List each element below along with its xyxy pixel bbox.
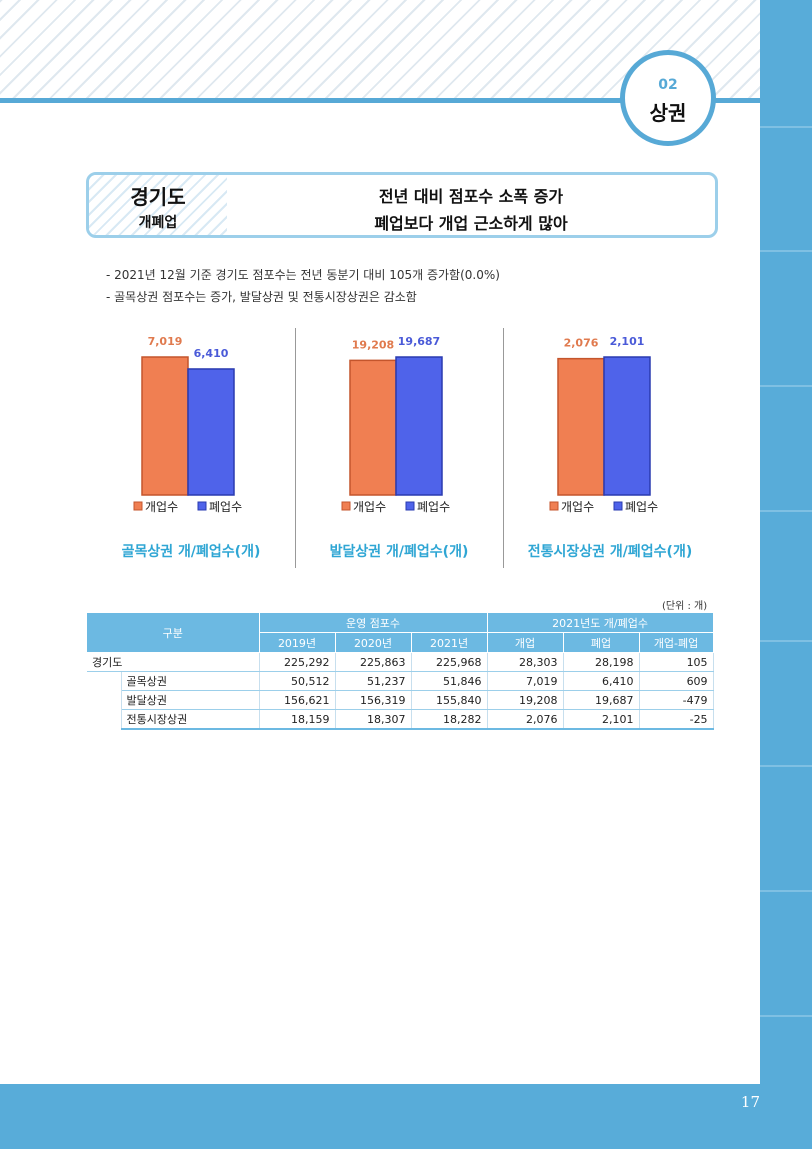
top-divider-line xyxy=(0,98,760,103)
row-label: 골목상권 xyxy=(121,671,260,691)
chart-developed-commercial: 19,208 19,687 개업수 폐업수 xyxy=(318,335,518,535)
legend-label: 폐업수 xyxy=(209,500,242,514)
table-cell: 51,846 xyxy=(411,671,488,691)
chart-divider xyxy=(295,328,296,568)
table-cell: -479 xyxy=(639,690,714,710)
column-header: 개업-폐업 xyxy=(639,632,714,653)
row-indent xyxy=(87,671,122,729)
legend-label: 개업수 xyxy=(145,500,178,514)
bottom-band xyxy=(0,1084,812,1149)
table-cell: 155,840 xyxy=(411,690,488,710)
bar-chart-svg: 2,076 2,101 개업수 폐업수 xyxy=(549,335,658,514)
table-cell: 7,019 xyxy=(487,671,564,691)
legend-label: 개업수 xyxy=(353,500,386,514)
header-summary-panel: 전년 대비 점포수 소폭 증가 폐업보다 개업 근소하게 많아 xyxy=(227,175,715,235)
column-header: 2020년 xyxy=(335,632,412,653)
bar-value-label: 7,019 xyxy=(148,335,183,348)
table-cell: 156,621 xyxy=(259,690,336,710)
table-cell: 51,237 xyxy=(335,671,412,691)
table-row: 경기도 225,292 225,863 225,968 28,303 28,19… xyxy=(87,652,714,672)
chart-title-alley: 골목상권 개/폐업수(개) xyxy=(121,544,261,560)
table-cell: 105 xyxy=(639,652,714,672)
bar-value-label: 19,208 xyxy=(352,338,394,351)
table-row: 골목상권 50,512 51,237 51,846 7,019 6,410 60… xyxy=(87,671,714,729)
row-label: 발달상권 xyxy=(121,690,260,710)
column-header: 폐업 xyxy=(563,632,640,653)
row-label: 경기도 xyxy=(87,652,260,672)
chart-title-traditional: 전통시장상권 개/폐업수(개) xyxy=(527,544,693,560)
table-cell: 225,968 xyxy=(411,652,488,672)
bar-chart-svg: 19,208 19,687 개업수 폐업수 xyxy=(341,335,450,514)
header-subtitle: 개폐업 xyxy=(138,215,178,231)
table-cell: 609 xyxy=(639,671,714,691)
column-header: 2019년 xyxy=(259,632,336,653)
header-summary-line-1: 전년 대비 점포수 소폭 증가 xyxy=(378,187,564,206)
table-cell: 2,101 xyxy=(563,709,640,730)
table-cell: 6,410 xyxy=(563,671,640,691)
legend-swatch xyxy=(613,501,623,511)
header-region-panel: 경기도 개폐업 xyxy=(89,175,227,235)
section-label: 상권 xyxy=(649,101,687,125)
bar-value-label: 6,410 xyxy=(194,347,229,360)
bar-value-label: 2,101 xyxy=(610,335,645,348)
bar-value-label: 19,687 xyxy=(398,335,440,348)
section-number: 02 xyxy=(658,77,678,93)
legend-swatch xyxy=(133,501,143,511)
bullet-item: - 2021년 12월 기준 경기도 점포수는 전년 동분기 대비 105개 증… xyxy=(106,268,500,282)
table-row: 전통시장상권 18,159 18,307 18,282 2,076 2,101 … xyxy=(87,709,714,730)
table-cell: 18,307 xyxy=(335,709,412,730)
table-cell: 18,159 xyxy=(259,709,336,730)
table-cell: 156,319 xyxy=(335,690,412,710)
header-group-openclose: 2021년도 개/폐업수 xyxy=(487,613,714,633)
bar-chart-svg: 7,019 6,410 개업수 폐업수 xyxy=(133,335,242,514)
table-cell: 28,303 xyxy=(487,652,564,672)
bar-open xyxy=(557,357,605,496)
column-header: 개업 xyxy=(487,632,564,653)
legend-swatch xyxy=(405,501,415,511)
section-badge: 02 상권 xyxy=(620,50,716,146)
legend-label: 폐업수 xyxy=(417,500,450,514)
chart-alley-commercial: 7,019 6,410 개업수 폐업수 xyxy=(110,335,310,535)
table-cell: 50,512 xyxy=(259,671,336,691)
legend-swatch xyxy=(197,501,207,511)
legend-label: 개업수 xyxy=(561,500,594,514)
chart-divider xyxy=(503,328,504,568)
table-unit-label: (단위 : 개) xyxy=(662,601,708,612)
page-number: 17 xyxy=(740,1093,760,1111)
bullet-list: - 2021년 12월 기준 경기도 점포수는 전년 동분기 대비 105개 증… xyxy=(106,264,500,308)
bar-close xyxy=(187,368,235,496)
header-region: 경기도 xyxy=(130,185,186,209)
table-cell: 225,863 xyxy=(335,652,412,672)
table-cell: 19,208 xyxy=(487,690,564,710)
legend-label: 폐업수 xyxy=(625,500,658,514)
chart-title-developed: 발달상권 개/폐업수(개) xyxy=(329,544,469,560)
bar-value-label: 2,076 xyxy=(564,337,599,350)
table-row: 발달상권 156,621 156,319 155,840 19,208 19,6… xyxy=(87,690,714,710)
stores-table: 구분 운영 점포수 2021년도 개/폐업수 2019년 2020년 2021년… xyxy=(87,613,714,730)
table-cell: 2,076 xyxy=(487,709,564,730)
bar-close xyxy=(395,356,443,496)
header-group-stores: 운영 점포수 xyxy=(259,613,488,633)
right-side-band xyxy=(760,0,812,1149)
column-header: 2021년 xyxy=(411,632,488,653)
header-category: 구분 xyxy=(87,613,260,653)
legend-swatch xyxy=(549,501,559,511)
bullet-item: - 골목상권 점포수는 증가, 발달상권 및 전통시장상권은 감소함 xyxy=(106,290,417,304)
bar-open xyxy=(141,356,189,496)
table-cell: -25 xyxy=(639,709,714,730)
chart-traditional-market: 2,076 2,101 개업수 폐업수 xyxy=(526,335,726,535)
table-cell: 28,198 xyxy=(563,652,640,672)
summary-header-box: 경기도 개폐업 전년 대비 점포수 소폭 증가 폐업보다 개업 근소하게 많아 xyxy=(86,172,718,238)
table-cell: 19,687 xyxy=(563,690,640,710)
table-cell: 225,292 xyxy=(259,652,336,672)
bar-open xyxy=(349,359,397,496)
header-summary-line-2: 폐업보다 개업 근소하게 많아 xyxy=(374,214,568,233)
bar-close xyxy=(603,356,651,496)
row-label: 전통시장상권 xyxy=(121,709,260,730)
legend-swatch xyxy=(341,501,351,511)
table-cell: 18,282 xyxy=(411,709,488,730)
